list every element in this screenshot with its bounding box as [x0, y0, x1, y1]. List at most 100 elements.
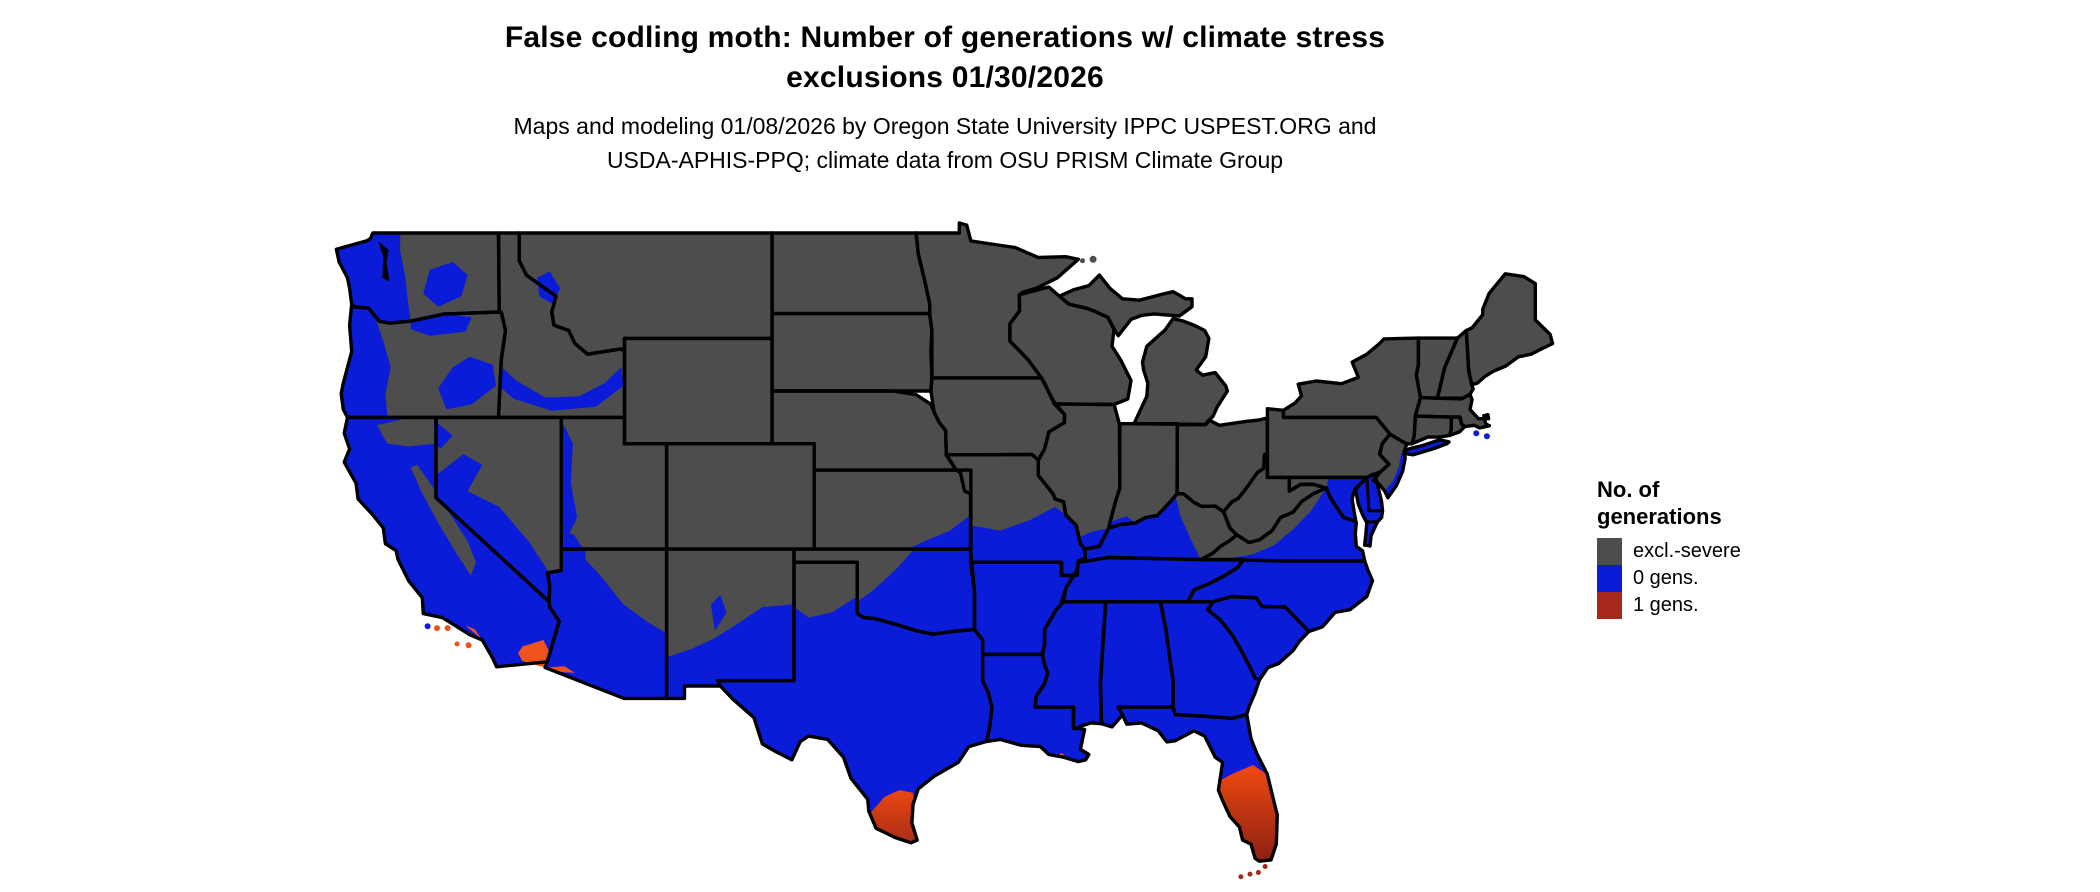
- legend-item-excluded: excl.-severe: [1597, 538, 1741, 565]
- map-class-patch: [1079, 528, 1109, 550]
- state-vt: [1416, 338, 1458, 399]
- legend-item-one-gens: 1 gens.: [1597, 592, 1741, 619]
- state-nh: [1437, 330, 1474, 399]
- title-line-2: exclusions 01/30/2026: [786, 61, 1104, 94]
- map-island-dot: [1255, 870, 1261, 875]
- map-class-patch: [970, 506, 1086, 576]
- map-class-patch: [1175, 493, 1237, 560]
- map-island-dot: [1247, 871, 1253, 877]
- map-class-patch: [1200, 488, 1327, 560]
- state-border-wi: [1008, 285, 1133, 407]
- map-class-patch: [585, 549, 667, 634]
- state-ok: [794, 549, 975, 635]
- subtitle-line-1: Maps and modeling 01/08/2026 by Oregon S…: [513, 113, 1377, 139]
- state-border-ms: [1033, 600, 1108, 731]
- state-wv: [1223, 453, 1327, 543]
- state-border-miup: [1057, 273, 1194, 338]
- legend-label-zero-gens: 0 gens.: [1633, 567, 1699, 589]
- map-class-patch: [710, 595, 727, 631]
- state-me: [1466, 273, 1553, 385]
- map-legend: No. of generations excl.-severe 0 gens. 1…: [1597, 476, 1741, 619]
- map-island-dot: [444, 625, 451, 632]
- map-class-patch: [498, 364, 624, 411]
- legend-title-line-2: generations: [1597, 504, 1722, 529]
- map-island-dot: [434, 625, 440, 632]
- state-mi: [1134, 318, 1228, 425]
- state-ri: [1450, 416, 1465, 436]
- state-border-me: [1464, 272, 1555, 387]
- map-class-patch: [436, 422, 453, 449]
- map-class-patch: [561, 420, 578, 542]
- state-co: [666, 443, 815, 550]
- state-mt: [519, 233, 773, 355]
- figure-header: False codling moth: Number of generation…: [30, 22, 1860, 172]
- map-island-dot: [424, 623, 431, 630]
- state-ut: [561, 417, 667, 550]
- state-ny: [1283, 338, 1421, 444]
- map-class-patch: [377, 418, 435, 447]
- state-wy: [624, 338, 773, 444]
- map-class-patch: [666, 604, 794, 699]
- legend-label-excluded: excl.-severe: [1633, 540, 1741, 562]
- state-ks: [814, 470, 971, 550]
- map-island-dot: [1089, 255, 1097, 263]
- state-border-li: [1402, 438, 1451, 457]
- map-island-dot: [1473, 430, 1480, 437]
- state-pa: [1267, 408, 1390, 478]
- state-in: [1108, 423, 1178, 528]
- state-mn: [916, 223, 1079, 378]
- state-miup: [1059, 275, 1192, 336]
- map-island-dot: [1238, 874, 1244, 880]
- state-md: [1289, 477, 1367, 522]
- island-dot-layer: [424, 255, 1490, 880]
- state-border-dmv: [1353, 472, 1385, 548]
- map-island-dot: [454, 641, 460, 647]
- map-class-patch: [410, 464, 476, 576]
- legend-title: No. of generations: [1597, 476, 1741, 530]
- state-ga: [1160, 601, 1260, 719]
- state-nd: [772, 233, 930, 314]
- subtitle-line-2: USDA-APHIS-PPQ; climate data from OSU PR…: [606, 147, 1284, 173]
- title-line-1: False codling moth: Number of generation…: [504, 21, 1386, 54]
- legend-items: excl.-severe 0 gens. 1 gens.: [1597, 538, 1741, 619]
- state-border-mi: [1132, 316, 1230, 427]
- figure-title: False codling moth: Number of generation…: [30, 22, 1860, 93]
- state-border-fl: [1116, 705, 1279, 863]
- map-class-patch: [423, 262, 468, 307]
- state-ar: [970, 562, 1074, 655]
- map-class-patch: [436, 454, 550, 602]
- state-border-az: [543, 547, 669, 701]
- state-sd: [772, 313, 932, 391]
- map-class-patch: [1218, 765, 1278, 862]
- figure-subtitle: Maps and modeling 01/08/2026 by Oregon S…: [30, 114, 1860, 172]
- state-il: [1038, 403, 1120, 550]
- state-nc: [1187, 559, 1373, 632]
- legend-item-zero-gens: 0 gens.: [1597, 565, 1741, 592]
- map-class-patch: [378, 240, 390, 282]
- map-class-patch: [545, 666, 575, 673]
- state-ms: [1035, 601, 1106, 729]
- legend-title-line-1: No. of: [1597, 477, 1660, 502]
- state-li: [1404, 439, 1449, 455]
- map-class-patch: [794, 562, 858, 618]
- map-class-patch: [907, 514, 971, 550]
- map-island-dot: [1262, 864, 1268, 869]
- legend-swatch-excluded: [1597, 538, 1622, 565]
- state-sc: [1207, 596, 1309, 680]
- state-border-nc: [1186, 558, 1375, 634]
- map-island-dot: [465, 642, 472, 649]
- map-class-patch: [341, 304, 391, 418]
- legend-label-one-gens: 1 gens.: [1633, 594, 1699, 616]
- state-ne: [772, 391, 957, 471]
- legend-swatch-one-gens: [1597, 592, 1622, 619]
- state-al: [1100, 601, 1174, 727]
- legend-swatch-zero-gens: [1597, 565, 1622, 592]
- map-class-patch: [563, 532, 584, 550]
- state-border-tx: [716, 560, 994, 845]
- us-map: [334, 221, 1555, 880]
- map-island-dot: [1483, 433, 1490, 440]
- state-ia: [930, 377, 1065, 461]
- state-ct: [1412, 416, 1452, 444]
- state-border-line: [1365, 477, 1383, 513]
- map-class-patch: [438, 356, 496, 410]
